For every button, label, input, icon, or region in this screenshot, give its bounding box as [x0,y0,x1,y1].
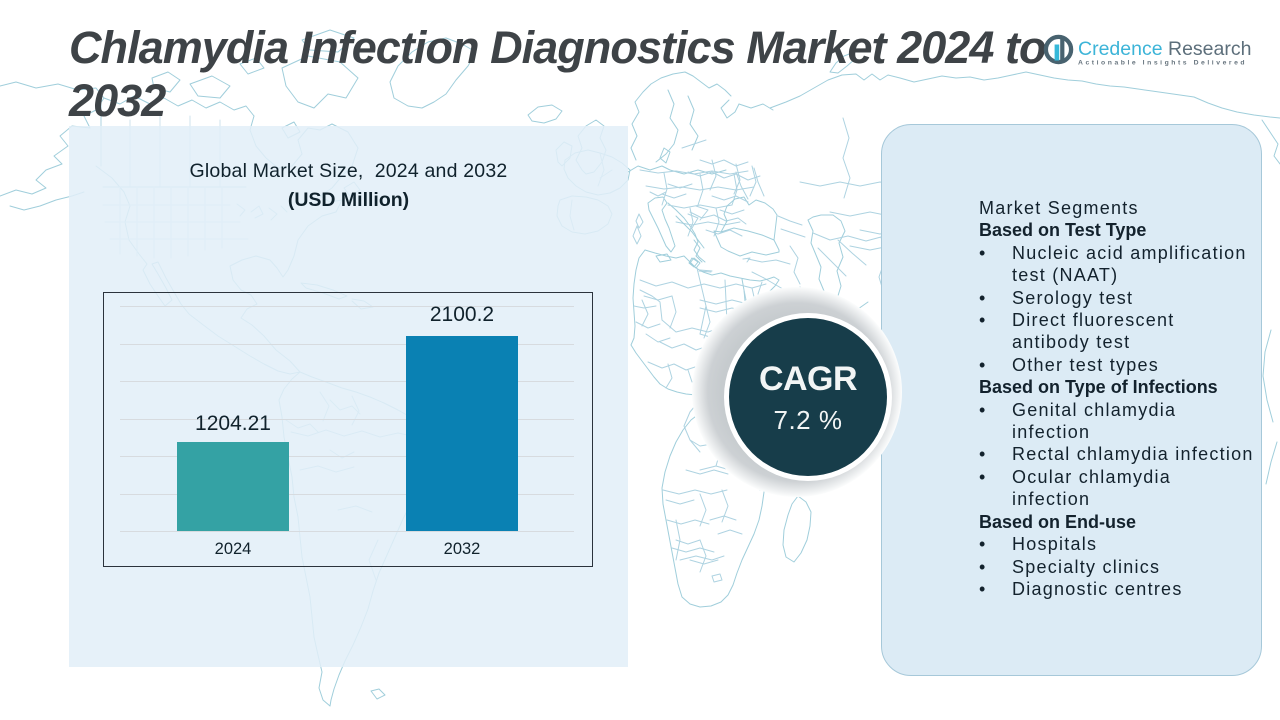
svg-text:Credence Research: Credence Research [1078,38,1251,60]
svg-text:Actionable Insights Delivered: Actionable Insights Delivered [1078,60,1247,67]
svg-text:7.2 %: 7.2 % [774,405,843,435]
svg-text:CAGR: CAGR [759,360,857,398]
